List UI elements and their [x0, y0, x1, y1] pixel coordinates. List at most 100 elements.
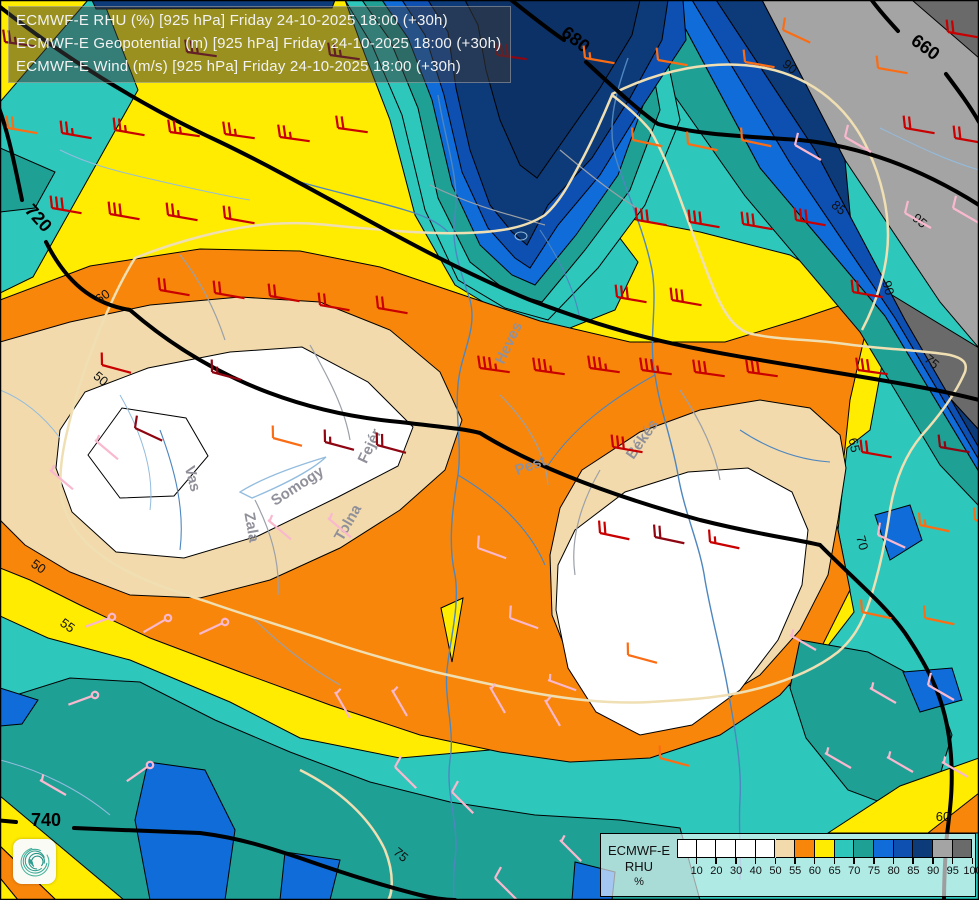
wind-barb — [630, 127, 663, 148]
svg-text:740: 740 — [31, 810, 61, 830]
geo-line-660 — [869, 0, 900, 33]
legend-swatch-60 — [795, 839, 815, 858]
wind-barb — [937, 434, 970, 454]
border-hungary — [59, 93, 967, 704]
wind-barb — [707, 529, 740, 550]
wind-barb — [100, 352, 132, 374]
svg-text:60: 60 — [92, 286, 112, 307]
wind-barb — [626, 642, 658, 664]
wind-barb — [198, 617, 230, 635]
legend-swatch-50 — [755, 839, 776, 858]
legend-tick — [912, 858, 914, 864]
geo-line-740 — [0, 818, 18, 824]
border-northeast — [611, 63, 890, 331]
wind-barb — [639, 357, 672, 376]
legend-tick-label: 55 — [789, 865, 802, 877]
wind-barb — [876, 522, 906, 549]
wind-barb — [532, 357, 565, 376]
legend-tick-label: 60 — [808, 865, 822, 877]
rh-band-teal — [651, 0, 979, 507]
wind-barb — [267, 514, 292, 541]
wind-barb — [855, 357, 888, 376]
wind-barb — [859, 439, 892, 459]
wind-barb — [793, 132, 822, 161]
wind-barb — [886, 751, 914, 773]
wind-barb — [824, 747, 852, 769]
wind-barb — [157, 277, 190, 297]
svg-text:Zala: Zala — [240, 511, 262, 544]
wind-barbs-layer — [2, 17, 979, 900]
legend-tick-label: 10 — [690, 865, 703, 877]
wind-barb — [941, 756, 969, 778]
wind-barb — [597, 520, 630, 541]
legend-tick — [853, 858, 855, 864]
wind-barb — [94, 434, 119, 461]
wind-barb — [317, 292, 350, 312]
title-line-geopotential: ECMWF-E Geopotential (m) [925 hPa] Frida… — [16, 35, 502, 52]
wind-barb — [587, 355, 620, 374]
wind-barb — [739, 127, 772, 148]
legend-tick-label: 90 — [926, 865, 940, 877]
rh-region-blue-pocket — [902, 667, 963, 713]
wind-barb — [142, 613, 173, 634]
wind-barb — [391, 686, 408, 717]
svg-text:70: 70 — [853, 534, 871, 552]
wind-barb — [926, 672, 955, 701]
wind-barb — [126, 760, 155, 783]
legend-tick-label: 75 — [867, 865, 881, 877]
svg-text:55: 55 — [57, 615, 77, 636]
wind-barb — [394, 755, 417, 789]
legend-tick — [774, 858, 776, 864]
wind-barb — [489, 683, 506, 714]
legend-tick-label: 70 — [848, 865, 861, 877]
wind-barb — [685, 131, 718, 152]
legend-unit-label: % — [634, 875, 644, 888]
legend-tick-label: 50 — [769, 865, 782, 877]
legend-swatch-10 — [677, 839, 697, 858]
legend-swatch-20 — [696, 839, 717, 858]
legend-swatch-70 — [834, 839, 855, 858]
legend-swatch-30 — [716, 839, 737, 858]
wind-barb — [952, 125, 979, 145]
wind-barb — [210, 359, 242, 381]
title-line-wind: ECMWF-E Wind (m/s) [925 hPa] Friday 24-1… — [16, 58, 461, 75]
legend-tick-label: 85 — [907, 865, 920, 877]
wind-barb — [334, 688, 351, 719]
wind-barb — [869, 682, 897, 704]
wind-barb — [375, 432, 407, 454]
legend-tick — [754, 858, 757, 864]
legend-tick-label: 30 — [729, 865, 743, 877]
legend: ECMWF-E RHU % 10 20 30 40 50 55 60 65 70 75 80 85 90… — [600, 833, 979, 897]
svg-text:90: 90 — [879, 279, 897, 297]
wind-barb — [789, 629, 817, 651]
wind-barb — [692, 359, 725, 378]
wind-barb — [85, 612, 117, 628]
wind-barb — [222, 205, 255, 225]
geo-line-680 — [584, 60, 979, 207]
legend-swatch-100 — [952, 839, 973, 858]
borders-layer — [59, 63, 967, 900]
wind-barb — [793, 207, 826, 227]
wind-barb — [875, 55, 908, 75]
legend-param-label: RHU — [624, 858, 654, 874]
legend-swatch-95 — [933, 839, 953, 858]
legend-tick-label: 100 — [963, 865, 979, 877]
wind-barb — [327, 512, 352, 539]
wind-barb — [112, 117, 145, 137]
spiral-icon — [20, 847, 49, 876]
legend-swatch-65 — [814, 839, 835, 858]
svg-text:60: 60 — [936, 809, 950, 824]
rh-region-blue-pocket — [0, 687, 39, 727]
wind-barb — [39, 774, 67, 796]
legend-tick — [715, 858, 717, 864]
wind-barb — [917, 512, 950, 533]
geo-line-660 — [944, 72, 979, 124]
wind-barb — [582, 45, 615, 65]
legend-tick-label: 65 — [828, 865, 841, 877]
wind-barb — [850, 279, 883, 299]
svg-text:Vas: Vas — [181, 464, 204, 493]
wind-barb — [614, 284, 647, 304]
